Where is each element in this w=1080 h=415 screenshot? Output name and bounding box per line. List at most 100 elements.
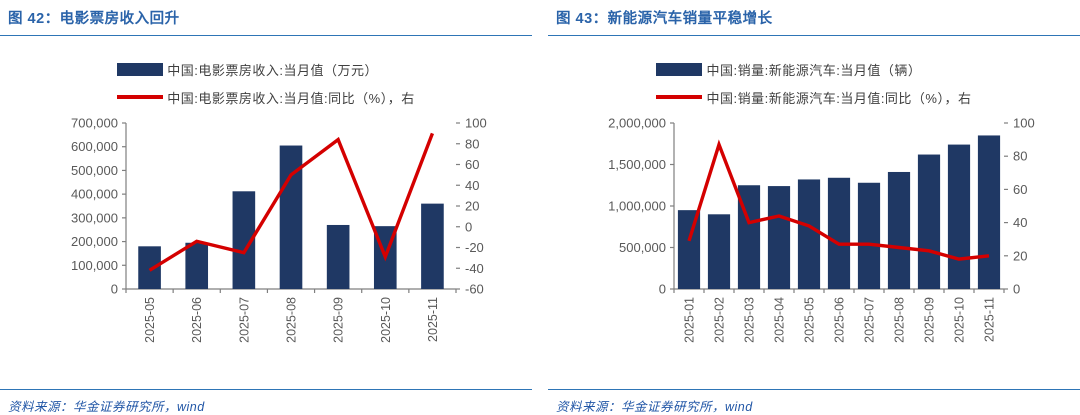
legend-item-line-series: 中国:电影票房收入:当月值:同比（%），右	[117, 88, 414, 107]
svg-text:0: 0	[659, 281, 666, 296]
bar-2025-04	[767, 185, 791, 289]
svg-text:2025-09: 2025-09	[923, 297, 937, 343]
svg-text:2025-11: 2025-11	[983, 297, 997, 342]
svg-text:2025-08: 2025-08	[893, 297, 907, 343]
bar-2025-07	[857, 182, 881, 289]
svg-text:40: 40	[465, 177, 479, 192]
svg-text:2025-04: 2025-04	[773, 297, 787, 343]
svg-text:500,000: 500,000	[71, 163, 118, 178]
left-axis-labels: 0 500,000 1,000,000 1,500,000 2,000,000	[608, 115, 674, 296]
svg-text:2025-07: 2025-07	[863, 297, 877, 343]
x-axis-ticks	[673, 288, 1005, 293]
svg-text:2025-10: 2025-10	[379, 297, 393, 343]
svg-text:80: 80	[465, 136, 479, 151]
bar-2025-11	[421, 203, 444, 289]
legend-item-bar-series: 中国:销量:新能源汽车:当月值（辆）	[656, 60, 971, 79]
figure-42-legend: 中国:电影票房收入:当月值（万元） 中国:电影票房收入:当月值:同比（%），右	[117, 60, 414, 107]
svg-text:0: 0	[1013, 281, 1020, 296]
legend-label: 中国:电影票房收入:当月值（万元）	[167, 62, 379, 78]
figure-42-panel: 图 42：电影票房收入回升 中国:电影票房收入:当月值（万元） 中国:电影票房收…	[0, 0, 532, 415]
svg-text:2025-08: 2025-08	[285, 297, 299, 343]
figure-43-plot: 0 500,000 1,000,000 1,500,000 2,000,000 0 20 40…	[608, 115, 1035, 343]
svg-text:20: 20	[1013, 248, 1027, 263]
bar-2025-05	[138, 245, 161, 289]
bar-2025-06	[827, 177, 851, 289]
svg-text:60: 60	[1013, 181, 1027, 196]
right-axis-labels: 0 20 40 60 80 100	[1004, 115, 1035, 296]
svg-text:80: 80	[1013, 148, 1027, 163]
figure-42-chart: 0 100,000 200,000 300,000 400,000 500,000 600,…	[0, 111, 532, 368]
svg-text:200,000: 200,000	[71, 234, 118, 249]
line-swatch-icon	[117, 95, 164, 99]
svg-text:2025-06: 2025-06	[833, 297, 847, 343]
svg-text:700,000: 700,000	[71, 115, 118, 130]
legend-label: 中国:销量:新能源汽车:当月值:同比（%），右	[706, 90, 972, 106]
bar-swatch-icon	[117, 62, 164, 76]
bar-2025-02	[707, 213, 731, 289]
figure-43-title: 图 43：新能源汽车销量平稳增长	[556, 11, 773, 27]
bar-2025-09	[917, 154, 941, 289]
svg-text:2025-02: 2025-02	[713, 297, 727, 343]
svg-text:1,500,000: 1,500,000	[608, 157, 666, 172]
svg-text:1,000,000: 1,000,000	[608, 198, 666, 213]
svg-text:2025-05: 2025-05	[803, 297, 817, 343]
yoy-line-series	[148, 132, 435, 272]
x-axis-ticks	[125, 288, 457, 293]
legend-item-bar-series: 中国:电影票房收入:当月值（万元）	[117, 60, 414, 79]
svg-text:-40: -40	[465, 260, 484, 275]
figure-42-source-note: 资料来源：华金证券研究所，wind	[8, 400, 205, 414]
x-axis-labels: 2025-01 2025-02 2025-03 2025-04 2025-05 2025-…	[683, 297, 997, 343]
bar-2025-10	[947, 144, 971, 289]
svg-text:40: 40	[1013, 215, 1027, 230]
figure-43-legend: 中国:销量:新能源汽车:当月值（辆） 中国:销量:新能源汽车:当月值:同比（%）…	[656, 60, 971, 107]
figure-42-title-rule	[0, 35, 532, 36]
svg-text:60: 60	[465, 157, 479, 172]
svg-text:2025-06: 2025-06	[190, 297, 204, 343]
svg-text:2,000,000: 2,000,000	[608, 115, 666, 130]
left-axis-labels: 0 100,000 200,000 300,000 400,000 500,000 600,…	[71, 115, 126, 296]
yoy-line-series	[687, 138, 990, 261]
legend-item-line-series: 中国:销量:新能源汽车:当月值:同比（%），右	[656, 88, 971, 107]
svg-text:400,000: 400,000	[71, 186, 118, 201]
bar-2025-09	[326, 224, 350, 289]
svg-text:2025-01: 2025-01	[683, 297, 697, 343]
figure-43-title-rule	[548, 35, 1080, 36]
svg-text:2025-10: 2025-10	[953, 297, 967, 343]
svg-text:100: 100	[1013, 115, 1035, 130]
bar-2025-07	[232, 190, 256, 289]
bar-2025-05	[797, 179, 821, 289]
svg-text:2025-07: 2025-07	[237, 297, 251, 343]
svg-text:-60: -60	[465, 281, 484, 296]
bar-2025-01	[677, 209, 701, 289]
figure-42-plot: 0 100,000 200,000 300,000 400,000 500,000 600,…	[71, 115, 487, 343]
bar-2025-08	[887, 171, 911, 289]
figure-43-source-note: 资料来源：华金证券研究所，wind	[556, 400, 753, 414]
line-swatch-icon	[656, 95, 703, 99]
svg-text:20: 20	[465, 198, 479, 213]
svg-text:0: 0	[465, 219, 472, 234]
svg-text:100: 100	[465, 115, 487, 130]
bar-series	[138, 145, 444, 289]
bar-2025-06	[185, 242, 209, 289]
bar-series	[677, 135, 1001, 289]
svg-text:100,000: 100,000	[71, 257, 118, 272]
svg-text:2025-03: 2025-03	[743, 297, 757, 343]
right-axis-labels: -60 -40 -20 0 20 40 60 80 100	[456, 115, 487, 296]
svg-text:2025-09: 2025-09	[332, 297, 346, 343]
x-axis-labels: 2025-05 2025-06 2025-07 2025-08 2025-09 2025-…	[143, 297, 440, 343]
svg-text:300,000: 300,000	[71, 210, 118, 225]
svg-text:600,000: 600,000	[71, 139, 118, 154]
bar-swatch-icon	[656, 62, 703, 76]
svg-text:2025-11: 2025-11	[426, 297, 440, 342]
figure-43-panel: 图 43：新能源汽车销量平稳增长 中国:销量:新能源汽车:当月值（辆） 中国:销…	[548, 0, 1080, 415]
figure-43-chart: 0 500,000 1,000,000 1,500,000 2,000,000 0 20 40…	[548, 111, 1080, 368]
svg-text:500,000: 500,000	[619, 240, 666, 255]
legend-label: 中国:电影票房收入:当月值:同比（%），右	[167, 90, 415, 106]
svg-text:-20: -20	[465, 240, 484, 255]
figure-42-title: 图 42：电影票房收入回升	[8, 11, 180, 27]
svg-text:0: 0	[111, 281, 118, 296]
bar-2025-11	[977, 135, 1001, 289]
svg-text:2025-05: 2025-05	[143, 297, 157, 343]
legend-label: 中国:销量:新能源汽车:当月值（辆）	[706, 62, 922, 78]
